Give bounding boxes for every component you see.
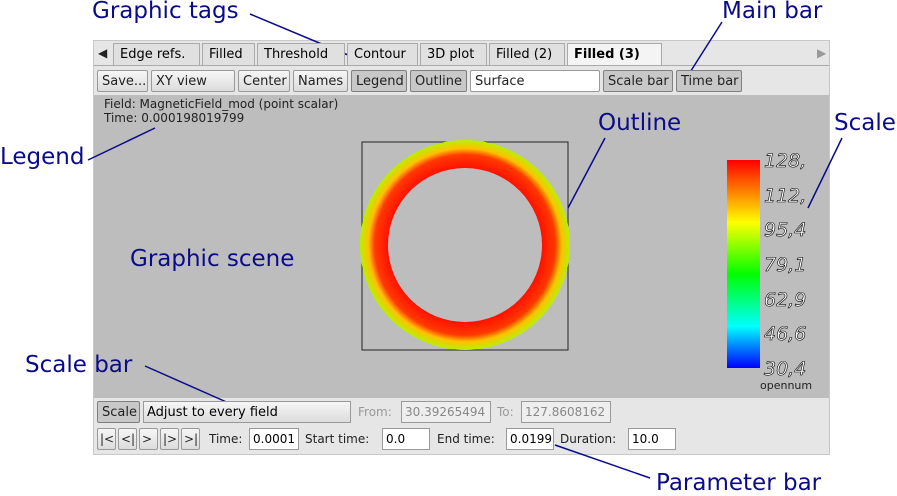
scale-button[interactable]: Scale [97, 401, 140, 423]
toolbar-button[interactable]: Scale bar [603, 70, 673, 92]
tab[interactable]: Contour [347, 43, 418, 65]
annotation: Graphic scene [130, 246, 295, 272]
toolbar-button[interactable]: XY view [151, 70, 235, 92]
toolbar-button[interactable]: Outline [410, 70, 467, 92]
ring-hole [388, 168, 542, 322]
scale-label: 79,1 [764, 254, 807, 277]
tab-scroll-left[interactable]: ◀ [98, 46, 108, 60]
tab-bar [94, 42, 829, 66]
scale-unit: opennum [760, 379, 813, 392]
playback-button[interactable]: <| [118, 428, 137, 450]
from-label: From: [358, 405, 392, 419]
annotation: Outline [598, 110, 682, 136]
time-input[interactable]: 0.0001 [249, 428, 299, 450]
start-input[interactable]: 0.0 [382, 428, 430, 450]
legend-time: Time: 0.000198019799 [104, 111, 245, 125]
time-label: Time: [209, 432, 243, 446]
scale-label: 95,4 [764, 219, 807, 242]
tab[interactable]: Filled (3) [567, 43, 662, 65]
tab-scroll-right[interactable]: ▶ [817, 46, 827, 60]
scale-label: 46,6 [764, 323, 807, 346]
tab[interactable]: Edge refs. [113, 43, 200, 65]
playback-button[interactable]: |> [160, 428, 179, 450]
tab[interactable]: Filled (2) [489, 43, 565, 65]
annotation: Main bar [722, 0, 823, 24]
toolbar-button[interactable]: Legend [351, 70, 407, 92]
legend-field: Field: MagneticField_mod (point scalar) [104, 97, 339, 111]
annotation: Scale [834, 110, 896, 136]
scale-mode[interactable]: Adjust to every field [143, 401, 351, 423]
end-label: End time: [437, 432, 495, 446]
toolbar-button[interactable]: Center [238, 70, 290, 92]
toolbar-button[interactable]: Time bar [676, 70, 742, 92]
tab[interactable]: Threshold [257, 43, 345, 65]
toolbar-button[interactable]: Surface [470, 70, 600, 92]
annotation: Legend [0, 144, 85, 170]
scale-label: 62,9 [764, 288, 807, 311]
playback-button[interactable]: >| [181, 428, 200, 450]
playback-button[interactable]: |< [97, 428, 116, 450]
start-label: Start time: [305, 432, 370, 446]
to-input: 127.8608162 [521, 401, 611, 423]
annotation: Scale bar [25, 352, 133, 378]
end-input[interactable]: 0.0199 [506, 428, 554, 450]
from-input: 30.39265494 [401, 401, 491, 423]
playback-button[interactable]: > [139, 428, 158, 450]
annotation: Parameter bar [656, 470, 822, 496]
annotation: Graphic tags [92, 0, 239, 24]
scale-label: 30,4 [764, 358, 807, 381]
toolbar-button[interactable]: Save... [97, 70, 148, 92]
color-bar [727, 160, 760, 368]
scale-label: 128, [764, 150, 807, 173]
tab[interactable]: Filled [202, 43, 255, 65]
duration-input[interactable]: 10.0 [628, 428, 676, 450]
toolbar-button[interactable]: Names [293, 70, 348, 92]
duration-label: Duration: [560, 432, 617, 446]
to-label: To: [497, 405, 514, 419]
scale-label: 112, [764, 184, 807, 207]
tab[interactable]: 3D plot [420, 43, 487, 65]
